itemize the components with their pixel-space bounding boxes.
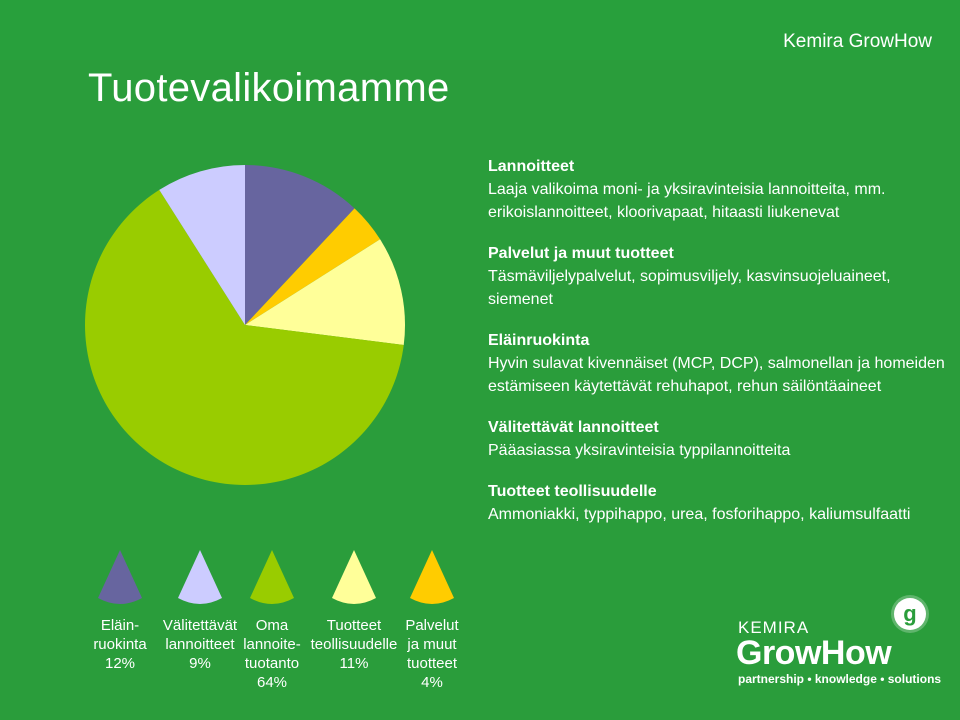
legend-label-line: Välitettävät: [162, 617, 238, 634]
section-body: Laaja valikoima moni- ja yksiravinteisia…: [488, 181, 886, 221]
legend-label-line: Eläin-: [100, 617, 140, 634]
legend-label: Eläin-ruokinta 12%: [70, 616, 170, 673]
legend-label: Tuotteet teollisuudelle 11%: [304, 616, 404, 673]
legend-label: Välitettävät lannoitteet 9%: [150, 616, 250, 673]
legend-label-line: 64%: [256, 674, 288, 691]
section-title: Eläinruokinta: [488, 332, 590, 349]
legend-label-line: ja muut: [407, 636, 457, 653]
kemira-growhow-logo: g KEMIRA GrowHow partnership • knowledge…: [730, 592, 941, 692]
legend-label-line: Tuotteet: [326, 617, 382, 634]
brand-name: Kemira GrowHow: [783, 31, 932, 52]
pie-slice: [245, 239, 405, 346]
legend-cone-icon: [98, 550, 142, 604]
legend-label-line: 4%: [421, 674, 443, 691]
section-body: Hyvin sulavat kivennäiset (MCP, DCP), sa…: [488, 355, 945, 395]
legend-label-line: teollisuudelle: [310, 636, 398, 653]
legend-label-line: Oma: [255, 617, 289, 634]
legend-label: Palvelut ja muut tuotteet 4%: [382, 616, 482, 692]
logo-tagline: partnership • knowledge • solutions: [738, 672, 942, 686]
product-pie-chart: [85, 165, 405, 485]
section-services: Palvelut ja muut tuotteet Täsmäviljelypa…: [488, 242, 948, 311]
legend-label-line: lannoite-: [243, 636, 301, 653]
legend-label-line: ruokinta: [93, 636, 147, 653]
section-title: Tuotteet teollisuudelle: [488, 483, 657, 500]
legend-label-line: 12%: [104, 655, 136, 672]
pie-slice: [85, 189, 404, 485]
legend-cone-icon: [250, 550, 294, 604]
legend-label-line: 9%: [189, 655, 211, 672]
section-feed: Eläinruokinta Hyvin sulavat kivennäiset …: [488, 329, 948, 398]
header-bar: [0, 0, 960, 60]
page-title: Tuotevalikoimamme: [88, 66, 450, 110]
section-traded-fertilizers: Välitettävät lannoitteet Pääasiassa yksi…: [488, 416, 948, 462]
growhow-badge-icon: g: [891, 595, 929, 633]
legend-label-line: Palvelut: [405, 617, 459, 634]
legend-label-line: 11%: [339, 655, 369, 672]
logo-growhow: GrowHow: [736, 634, 892, 672]
legend-label-line: tuotanto: [244, 655, 300, 672]
legend-cone-icon: [410, 550, 454, 604]
pie-slice: [245, 208, 381, 325]
pie-slice: [159, 165, 245, 325]
legend-cone-icon: [178, 550, 222, 604]
pie-slice: [245, 165, 355, 325]
section-industry: Tuotteet teollisuudelle Ammoniakki, typp…: [488, 480, 948, 526]
section-body: Pääasiassa yksiravinteisia typpilannoitt…: [488, 442, 791, 459]
section-fertilizers: Lannoitteet Laaja valikoima moni- ja yks…: [488, 155, 948, 224]
section-body: Täsmäviljelypalvelut, sopimusviljely, ka…: [488, 268, 891, 308]
legend-cone-icon: [332, 550, 376, 604]
badge-letter: g: [903, 601, 916, 626]
section-title: Välitettävät lannoitteet: [488, 419, 659, 436]
product-info: Lannoitteet Laaja valikoima moni- ja yks…: [488, 155, 948, 544]
logo-kemira: KEMIRA: [738, 618, 810, 637]
legend-label-line: lannoitteet: [165, 636, 235, 653]
section-title: Lannoitteet: [488, 158, 575, 175]
legend-label: Oma lannoite-tuotanto 64%: [222, 616, 322, 692]
legend-label-line: tuotteet: [406, 655, 458, 672]
section-body: Ammoniakki, typpihappo, urea, fosforihap…: [488, 506, 911, 523]
pie-legend: Eläin-ruokinta 12% Välitettävät lannoitteet…: [84, 548, 484, 718]
section-title: Palvelut ja muut tuotteet: [488, 245, 674, 262]
